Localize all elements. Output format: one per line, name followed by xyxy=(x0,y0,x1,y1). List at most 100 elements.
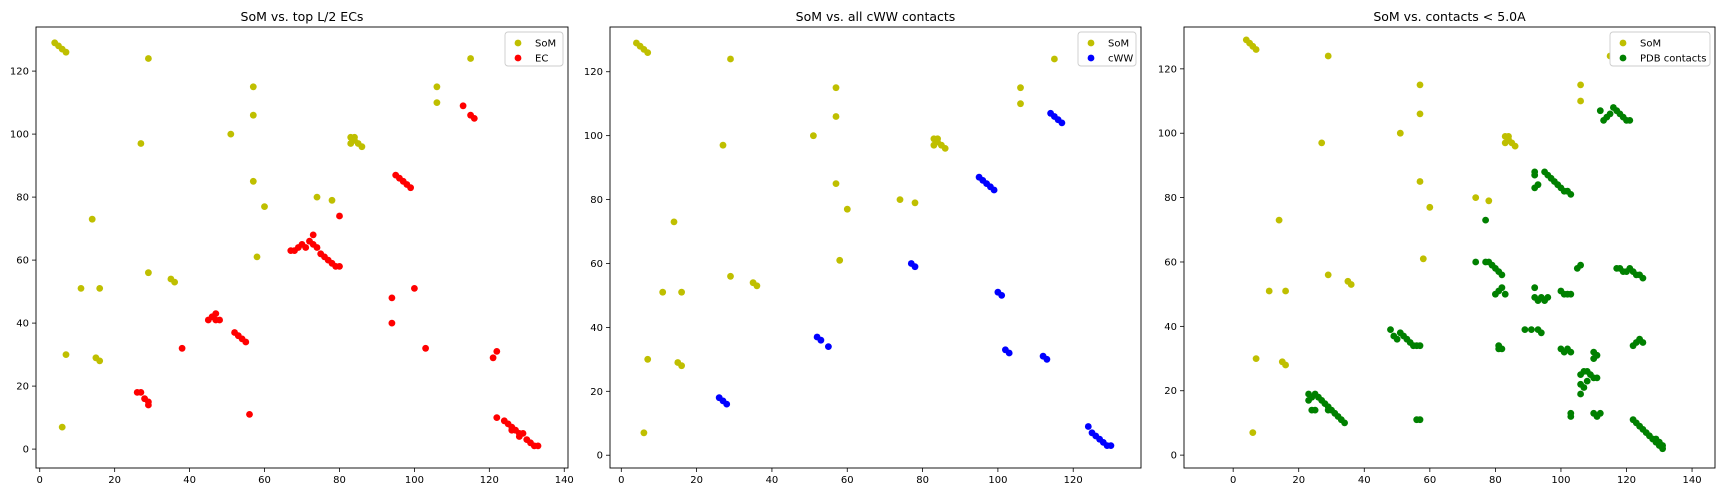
data-point xyxy=(1577,261,1584,269)
x-tick-label: 80 xyxy=(333,475,346,486)
data-point xyxy=(1521,326,1529,333)
y-tick-label: 20 xyxy=(590,387,603,398)
data-point xyxy=(1043,355,1051,363)
data-point xyxy=(1501,290,1509,298)
data-point xyxy=(1544,294,1552,301)
legend-marker xyxy=(1087,54,1095,62)
data-point xyxy=(242,338,250,346)
x-tick-label: 140 xyxy=(1683,475,1702,486)
data-point xyxy=(493,414,501,421)
y-tick-label: 100 xyxy=(584,131,603,142)
data-point xyxy=(810,132,817,140)
data-point xyxy=(678,288,685,296)
data-point xyxy=(137,389,145,396)
data-point xyxy=(145,269,152,277)
x-tick-label: 0 xyxy=(618,475,624,486)
legend-marker xyxy=(1087,39,1095,47)
data-point xyxy=(137,140,145,147)
data-point xyxy=(753,282,761,290)
data-point xyxy=(96,357,104,365)
data-point xyxy=(1252,355,1260,362)
data-point xyxy=(422,344,429,352)
subplot-3: SoM vs. contacts < 5.0A 0 20 40 60 80 100 120 14… xyxy=(1158,9,1716,486)
data-point xyxy=(1324,52,1332,60)
chart-title: SoM vs. contacts < 5.0A xyxy=(1373,9,1526,24)
data-point xyxy=(1249,429,1257,436)
y-tick-label: 100 xyxy=(10,130,29,141)
chart-title: SoM vs. all cWW contacts xyxy=(796,9,956,24)
x-tick-label: 60 xyxy=(1423,475,1436,486)
data-point xyxy=(1017,100,1024,108)
data-point xyxy=(62,48,70,56)
data-point xyxy=(1567,348,1575,356)
data-point xyxy=(817,336,825,344)
data-point xyxy=(145,401,152,409)
data-point xyxy=(534,442,542,450)
data-point xyxy=(941,145,949,152)
y-tick-label: 20 xyxy=(16,382,29,393)
data-point xyxy=(1498,345,1506,353)
x-tick-label: 120 xyxy=(480,475,499,486)
data-point xyxy=(1416,342,1424,350)
data-point xyxy=(470,115,478,122)
data-point xyxy=(249,83,257,91)
data-point xyxy=(411,285,418,292)
legend-label: SoM xyxy=(1640,39,1661,50)
data-point xyxy=(433,83,441,91)
data-point xyxy=(1485,197,1493,205)
y-tick-label: 120 xyxy=(10,67,29,78)
data-point xyxy=(1051,55,1058,63)
data-point xyxy=(246,411,253,418)
data-point xyxy=(911,199,919,207)
data-point xyxy=(1583,377,1591,385)
data-point xyxy=(1387,326,1394,333)
data-point xyxy=(1305,397,1312,404)
data-point xyxy=(171,278,179,286)
data-point xyxy=(1107,442,1115,449)
x-tick-label: 40 xyxy=(183,475,196,486)
axes-frame xyxy=(1183,26,1716,469)
x-tick-label: 20 xyxy=(690,475,703,486)
data-point xyxy=(1567,191,1575,198)
data-point xyxy=(1577,390,1584,398)
data-point xyxy=(1416,178,1424,185)
data-point xyxy=(1324,271,1332,279)
data-point xyxy=(336,212,343,220)
data-point xyxy=(1472,258,1480,266)
x-tick-label: 140 xyxy=(555,475,574,486)
data-point xyxy=(77,285,85,292)
data-point xyxy=(1639,274,1647,282)
data-point xyxy=(1528,326,1535,333)
data-point xyxy=(832,113,840,120)
y-tick-label: 120 xyxy=(1158,64,1177,75)
data-point xyxy=(825,343,832,350)
data-point xyxy=(1652,435,1660,443)
data-point xyxy=(1275,216,1283,224)
data-point xyxy=(1341,419,1348,427)
y-tick-label: 0 xyxy=(597,451,603,462)
data-point xyxy=(1265,287,1273,295)
data-point xyxy=(1531,284,1539,292)
legend-label: SoM xyxy=(1108,39,1129,50)
data-point xyxy=(1498,271,1506,279)
data-point xyxy=(508,426,516,434)
x-tick-label: 100 xyxy=(1551,475,1570,486)
data-point xyxy=(388,319,396,327)
x-tick-label: 100 xyxy=(988,475,1007,486)
data-point xyxy=(1482,216,1489,224)
data-point xyxy=(727,272,734,280)
data-point xyxy=(670,218,678,226)
data-point xyxy=(515,433,523,440)
data-point xyxy=(145,55,152,62)
data-point xyxy=(309,231,317,239)
y-tick-label: 40 xyxy=(1164,322,1177,333)
data-point xyxy=(253,253,261,261)
series-som xyxy=(51,39,474,431)
data-point xyxy=(1580,384,1588,391)
legend-label: EC xyxy=(535,54,548,65)
data-point xyxy=(459,102,467,110)
data-point xyxy=(302,244,310,251)
data-point xyxy=(1416,110,1424,118)
data-point xyxy=(1596,107,1604,115)
data-point xyxy=(1567,290,1575,298)
